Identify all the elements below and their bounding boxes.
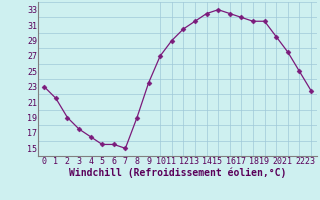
X-axis label: Windchill (Refroidissement éolien,°C): Windchill (Refroidissement éolien,°C): [69, 168, 286, 178]
